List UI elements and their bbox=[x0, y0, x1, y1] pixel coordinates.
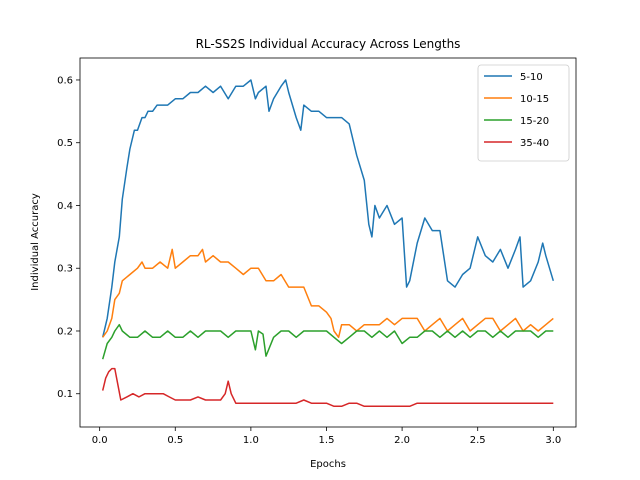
y-tick-label: 0.1 bbox=[57, 389, 73, 400]
y-tick-label: 0.6 bbox=[57, 75, 73, 86]
series-line-10-15 bbox=[102, 248, 554, 339]
plot-lines bbox=[101, 79, 555, 408]
x-tick-label: 2.0 bbox=[394, 435, 410, 446]
series-line-15-20 bbox=[101, 323, 554, 360]
legend-label: 10-15 bbox=[520, 94, 549, 105]
y-tick-label: 0.2 bbox=[57, 326, 73, 337]
x-axis-label: Epochs bbox=[310, 459, 346, 470]
series-line-35-40 bbox=[101, 367, 554, 408]
chart-title: RL-SS2S Individual Accuracy Across Lengt… bbox=[196, 37, 461, 51]
axes-frame bbox=[79, 57, 577, 428]
y-tick-label: 0.5 bbox=[57, 138, 73, 149]
x-tick-label: 0.0 bbox=[92, 435, 108, 446]
x-tick-label: 2.5 bbox=[470, 435, 486, 446]
x-tick-label: 1.0 bbox=[243, 435, 259, 446]
x-axis-ticks: 0.0 0.5 1.0 1.5 2.0 2.5 3.0 bbox=[92, 427, 561, 446]
legend-label: 5-10 bbox=[520, 72, 543, 83]
y-tick-label: 0.3 bbox=[57, 264, 73, 275]
x-tick-label: 0.5 bbox=[167, 435, 183, 446]
y-axis-ticks: 0.1 0.2 0.3 0.4 0.5 0.6 bbox=[57, 75, 80, 400]
legend: 5-10 10-15 15-20 35-40 bbox=[477, 64, 570, 162]
series-line-5-10 bbox=[101, 79, 555, 338]
legend-box bbox=[477, 64, 570, 162]
legend-label: 35-40 bbox=[520, 138, 549, 149]
legend-label: 15-20 bbox=[520, 116, 549, 127]
x-tick-label: 1.5 bbox=[319, 435, 335, 446]
y-tick-label: 0.4 bbox=[57, 201, 73, 212]
y-axis-label: Individual Accuracy bbox=[30, 193, 41, 291]
x-tick-label: 3.0 bbox=[545, 435, 561, 446]
